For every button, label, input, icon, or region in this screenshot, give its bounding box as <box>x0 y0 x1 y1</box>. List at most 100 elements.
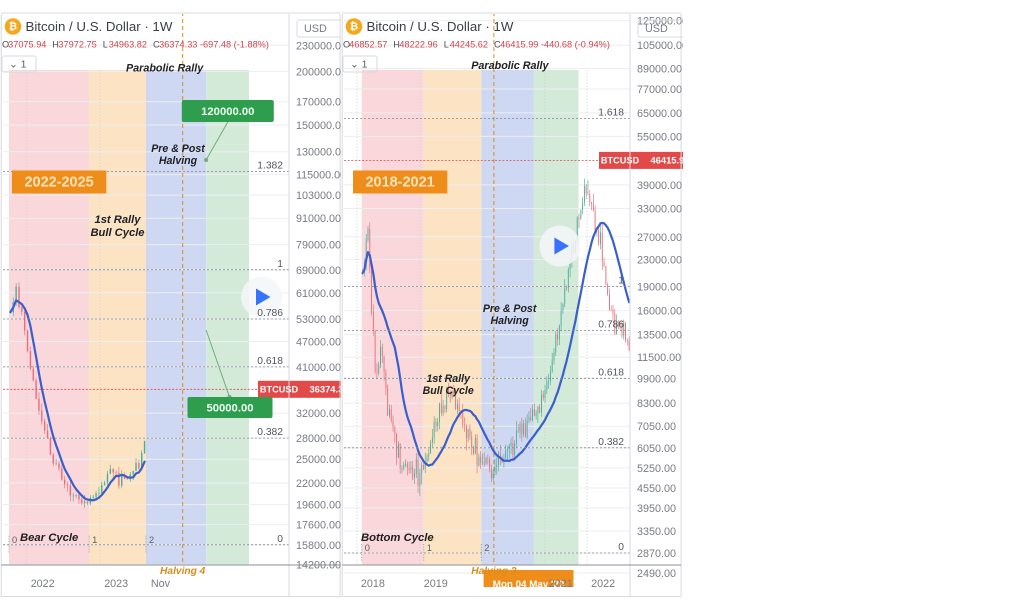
svg-text:105000.00: 105000.00 <box>637 40 682 52</box>
svg-text:150000.00: 150000.00 <box>296 120 341 132</box>
svg-text:0.382: 0.382 <box>257 427 283 438</box>
svg-text:115000.00: 115000.00 <box>296 170 341 182</box>
svg-text:200000.00: 200000.00 <box>296 66 341 78</box>
svg-text:Halving 3: Halving 3 <box>472 566 518 577</box>
svg-text:61000.00: 61000.00 <box>296 288 341 300</box>
svg-text:103000.00: 103000.00 <box>296 190 341 202</box>
svg-text:230000.00: 230000.00 <box>296 40 341 52</box>
svg-text:Parabolic Rally: Parabolic Rally <box>126 63 204 75</box>
svg-text:0: 0 <box>12 535 17 545</box>
svg-text:14200.00: 14200.00 <box>296 560 341 572</box>
svg-text:37972.75: 37972.75 <box>58 40 96 50</box>
svg-text:32000.00: 32000.00 <box>296 408 341 420</box>
svg-text:33000.00: 33000.00 <box>637 204 682 216</box>
svg-text:2022: 2022 <box>591 578 615 590</box>
svg-text:1: 1 <box>277 259 283 270</box>
svg-text:⌄ 1: ⌄ 1 <box>9 60 27 71</box>
svg-text:5250.00: 5250.00 <box>637 463 676 475</box>
svg-text:2018: 2018 <box>361 578 385 590</box>
svg-text:6050.00: 6050.00 <box>637 443 676 455</box>
svg-text:55000.00: 55000.00 <box>637 131 682 143</box>
svg-text:1: 1 <box>619 275 625 286</box>
svg-text:23000.00: 23000.00 <box>637 254 682 266</box>
svg-text:Bull Cycle: Bull Cycle <box>90 227 144 239</box>
svg-text:Nov: Nov <box>151 578 171 590</box>
svg-text:120000.00: 120000.00 <box>201 106 254 118</box>
svg-text:2022-2025: 2022-2025 <box>24 175 93 191</box>
svg-text:BTCUSD: BTCUSD <box>601 156 640 166</box>
svg-text:39000.00: 39000.00 <box>637 180 682 192</box>
svg-text:⌄ 1: ⌄ 1 <box>350 60 368 71</box>
svg-text:0: 0 <box>277 534 283 545</box>
svg-text:46415.99: 46415.99 <box>651 155 683 166</box>
svg-text:Bull Cycle: Bull Cycle <box>423 385 474 397</box>
svg-text:19600.00: 19600.00 <box>296 500 341 512</box>
svg-text:1.382: 1.382 <box>257 160 283 171</box>
svg-text:46415.99 -440.68 (-0.94%): 46415.99 -440.68 (-0.94%) <box>500 40 610 50</box>
svg-text:28000.00: 28000.00 <box>296 433 341 445</box>
svg-text:170000.00: 170000.00 <box>296 97 341 109</box>
svg-text:9900.00: 9900.00 <box>637 373 676 385</box>
svg-text:Bitcoin / U.S. Dollar · 1W: Bitcoin / U.S. Dollar · 1W <box>25 19 172 34</box>
svg-text:41000.00: 41000.00 <box>296 362 341 374</box>
svg-text:8300.00: 8300.00 <box>637 398 676 410</box>
svg-text:3950.00: 3950.00 <box>637 503 676 515</box>
svg-text:53000.00: 53000.00 <box>296 314 341 326</box>
svg-text:Bitcoin / U.S. Dollar · 1W: Bitcoin / U.S. Dollar · 1W <box>367 19 514 34</box>
svg-text:130000.00: 130000.00 <box>296 147 341 159</box>
svg-text:Bear Cycle: Bear Cycle <box>20 532 78 544</box>
svg-text:44245.62: 44245.62 <box>450 40 488 50</box>
svg-text:1: 1 <box>427 543 432 553</box>
svg-text:0.618: 0.618 <box>599 367 625 378</box>
svg-text:Bottom Cycle: Bottom Cycle <box>361 532 434 544</box>
svg-text:34963.82: 34963.82 <box>109 40 147 50</box>
svg-text:USD: USD <box>645 23 668 35</box>
svg-text:Pre & Post: Pre & Post <box>483 303 537 315</box>
svg-text:91000.00: 91000.00 <box>296 213 341 225</box>
svg-text:3350.00: 3350.00 <box>637 526 676 538</box>
svg-text:₿: ₿ <box>9 21 17 33</box>
svg-text:36374.33 -697.48 (-1.88%): 36374.33 -697.48 (-1.88%) <box>159 40 269 50</box>
svg-text:1st Rally: 1st Rally <box>427 373 472 385</box>
svg-text:25000.00: 25000.00 <box>296 454 341 466</box>
svg-text:₿: ₿ <box>350 21 358 33</box>
svg-text:2490.00: 2490.00 <box>637 568 676 580</box>
svg-text:Halving 4: Halving 4 <box>160 566 206 577</box>
svg-text:Halving: Halving <box>159 155 198 167</box>
svg-text:37075.94: 37075.94 <box>8 40 46 50</box>
svg-text:27000.00: 27000.00 <box>637 232 682 244</box>
svg-text:2019: 2019 <box>424 578 448 590</box>
svg-text:2870.00: 2870.00 <box>637 548 676 560</box>
svg-text:22000.00: 22000.00 <box>296 478 341 490</box>
svg-text:2018-2021: 2018-2021 <box>366 175 435 191</box>
svg-text:0.618: 0.618 <box>257 356 283 367</box>
svg-text:7050.00: 7050.00 <box>637 421 676 433</box>
svg-text:Pre & Post: Pre & Post <box>151 143 205 155</box>
svg-text:50000.00: 50000.00 <box>206 402 253 414</box>
svg-text:0: 0 <box>619 542 625 553</box>
svg-text:4550.00: 4550.00 <box>637 483 676 495</box>
svg-text:USD: USD <box>304 23 327 35</box>
svg-text:2: 2 <box>149 535 154 545</box>
svg-text:0.786: 0.786 <box>257 308 283 319</box>
svg-text:1st Rally: 1st Rally <box>94 214 141 226</box>
svg-text:2021: 2021 <box>549 578 573 590</box>
svg-text:47000.00: 47000.00 <box>296 336 341 348</box>
svg-text:77000.00: 77000.00 <box>637 84 682 96</box>
svg-text:0.786: 0.786 <box>599 319 625 330</box>
svg-text:36374.33: 36374.33 <box>309 383 341 394</box>
svg-text:2022: 2022 <box>31 578 55 590</box>
svg-text:46852.57: 46852.57 <box>349 40 387 50</box>
svg-text:1: 1 <box>92 535 97 545</box>
svg-text:69000.00: 69000.00 <box>296 265 341 277</box>
svg-text:Halving: Halving <box>491 315 530 327</box>
svg-text:2023: 2023 <box>104 578 128 590</box>
svg-text:11500.00: 11500.00 <box>637 352 681 364</box>
svg-text:L: L <box>444 40 449 50</box>
svg-text:L: L <box>103 40 108 50</box>
svg-text:19000.00: 19000.00 <box>637 281 682 293</box>
svg-text:0: 0 <box>365 543 370 553</box>
svg-text:48222.96: 48222.96 <box>400 40 438 50</box>
svg-text:89000.00: 89000.00 <box>637 64 682 76</box>
svg-text:17600.00: 17600.00 <box>296 520 341 532</box>
